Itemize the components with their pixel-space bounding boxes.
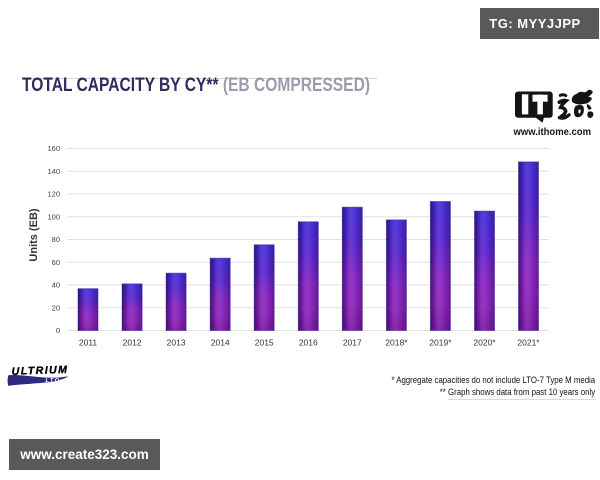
svg-text:2014: 2014 <box>211 338 230 348</box>
svg-text:2017: 2017 <box>343 338 362 348</box>
svg-text:2013: 2013 <box>167 338 186 348</box>
svg-text:40: 40 <box>52 281 60 290</box>
svg-text:0: 0 <box>56 326 60 335</box>
svg-text:2012: 2012 <box>123 338 142 348</box>
svg-text:80: 80 <box>52 235 60 244</box>
svg-text:2020*: 2020* <box>473 338 496 348</box>
svg-text:160: 160 <box>47 144 60 153</box>
svg-text:LTO: LTO <box>46 378 61 384</box>
svg-text:140: 140 <box>47 167 60 176</box>
svg-text:2016: 2016 <box>299 338 318 348</box>
svg-text:2021*: 2021* <box>517 338 540 348</box>
svg-text:2019*: 2019* <box>429 338 452 348</box>
svg-text:2018*: 2018* <box>385 338 408 348</box>
svg-text:60: 60 <box>52 258 60 267</box>
svg-text:2011: 2011 <box>79 338 98 348</box>
svg-text:20: 20 <box>52 303 60 312</box>
svg-text:Units (EB): Units (EB) <box>28 208 40 262</box>
svg-text:2015: 2015 <box>255 338 274 348</box>
svg-text:100: 100 <box>47 212 60 221</box>
svg-text:ULTRIUM: ULTRIUM <box>11 364 68 378</box>
svg-text:www.ithome.com: www.ithome.com <box>513 126 591 138</box>
svg-text:120: 120 <box>47 190 60 199</box>
